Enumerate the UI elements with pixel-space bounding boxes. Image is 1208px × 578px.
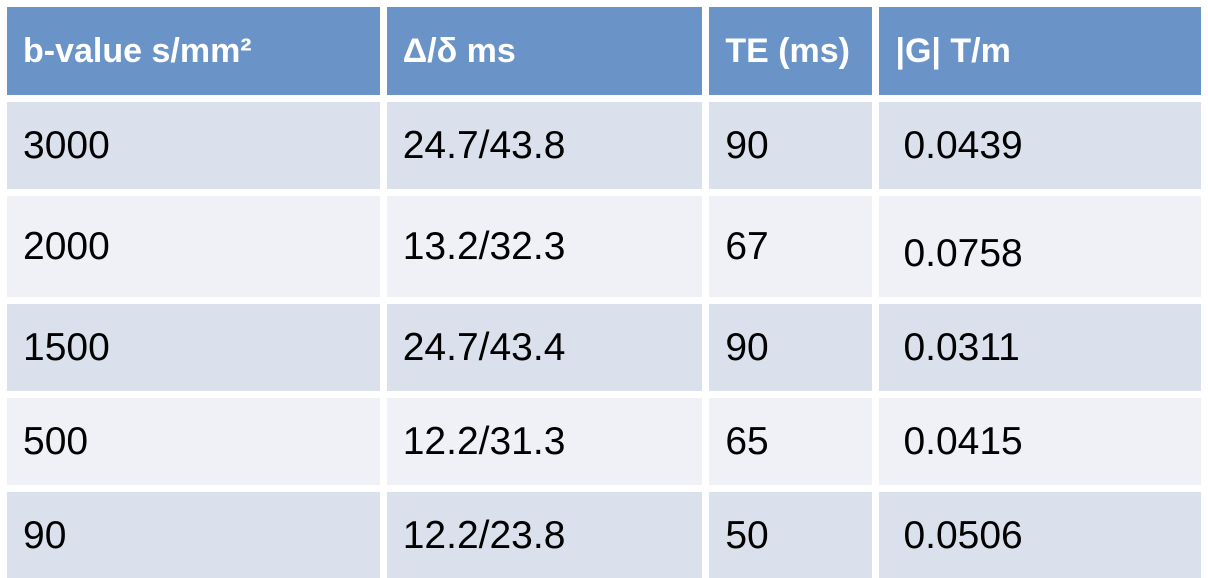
table-cell: 3000 [7,102,380,189]
table-cell: 0.0311 [879,304,1201,391]
table-cell: 65 [709,398,873,485]
table-cell: 12.2/31.3 [386,398,703,485]
table-cell: 90 [709,304,873,391]
table-row: 3000 24.7/43.8 90 0.0439 [7,102,1201,189]
table-cell: 90 [7,492,380,578]
table-cell: 2000 [7,196,380,297]
table-cell: 50 [709,492,873,578]
table-cell: 13.2/32.3 [386,196,703,297]
table-row: 1500 24.7/43.4 90 0.0311 [7,304,1201,391]
header-row: b-value s/mm² Δ/δ ms TE (ms) |G| T/m [7,7,1201,95]
table-cell: 0.0415 [879,398,1201,485]
table-cell: 24.7/43.8 [386,102,703,189]
table-cell: 90 [709,102,873,189]
table-cell: 0.0506 [879,492,1201,578]
table-row: 90 12.2/23.8 50 0.0506 [7,492,1201,578]
table-body: 3000 24.7/43.8 90 0.0439 2000 13.2/32.3 67 0.07… [7,102,1201,578]
table-cell: 0.0758 [879,196,1201,297]
table-header: b-value s/mm² Δ/δ ms TE (ms) |G| T/m [7,7,1201,95]
table-cell: 0.0439 [879,102,1201,189]
column-header: TE (ms) [709,7,873,95]
table-row: 500 12.2/31.3 65 0.0415 [7,398,1201,485]
table-cell: 1500 [7,304,380,391]
table-cell: 12.2/23.8 [386,492,703,578]
table-row: 2000 13.2/32.3 67 0.0758 [7,196,1201,297]
table-cell: 500 [7,398,380,485]
table-cell: 67 [709,196,873,297]
table-cell: 24.7/43.4 [386,304,703,391]
column-header: b-value s/mm² [7,7,380,95]
column-header: |G| T/m [879,7,1201,95]
column-header: Δ/δ ms [386,7,703,95]
